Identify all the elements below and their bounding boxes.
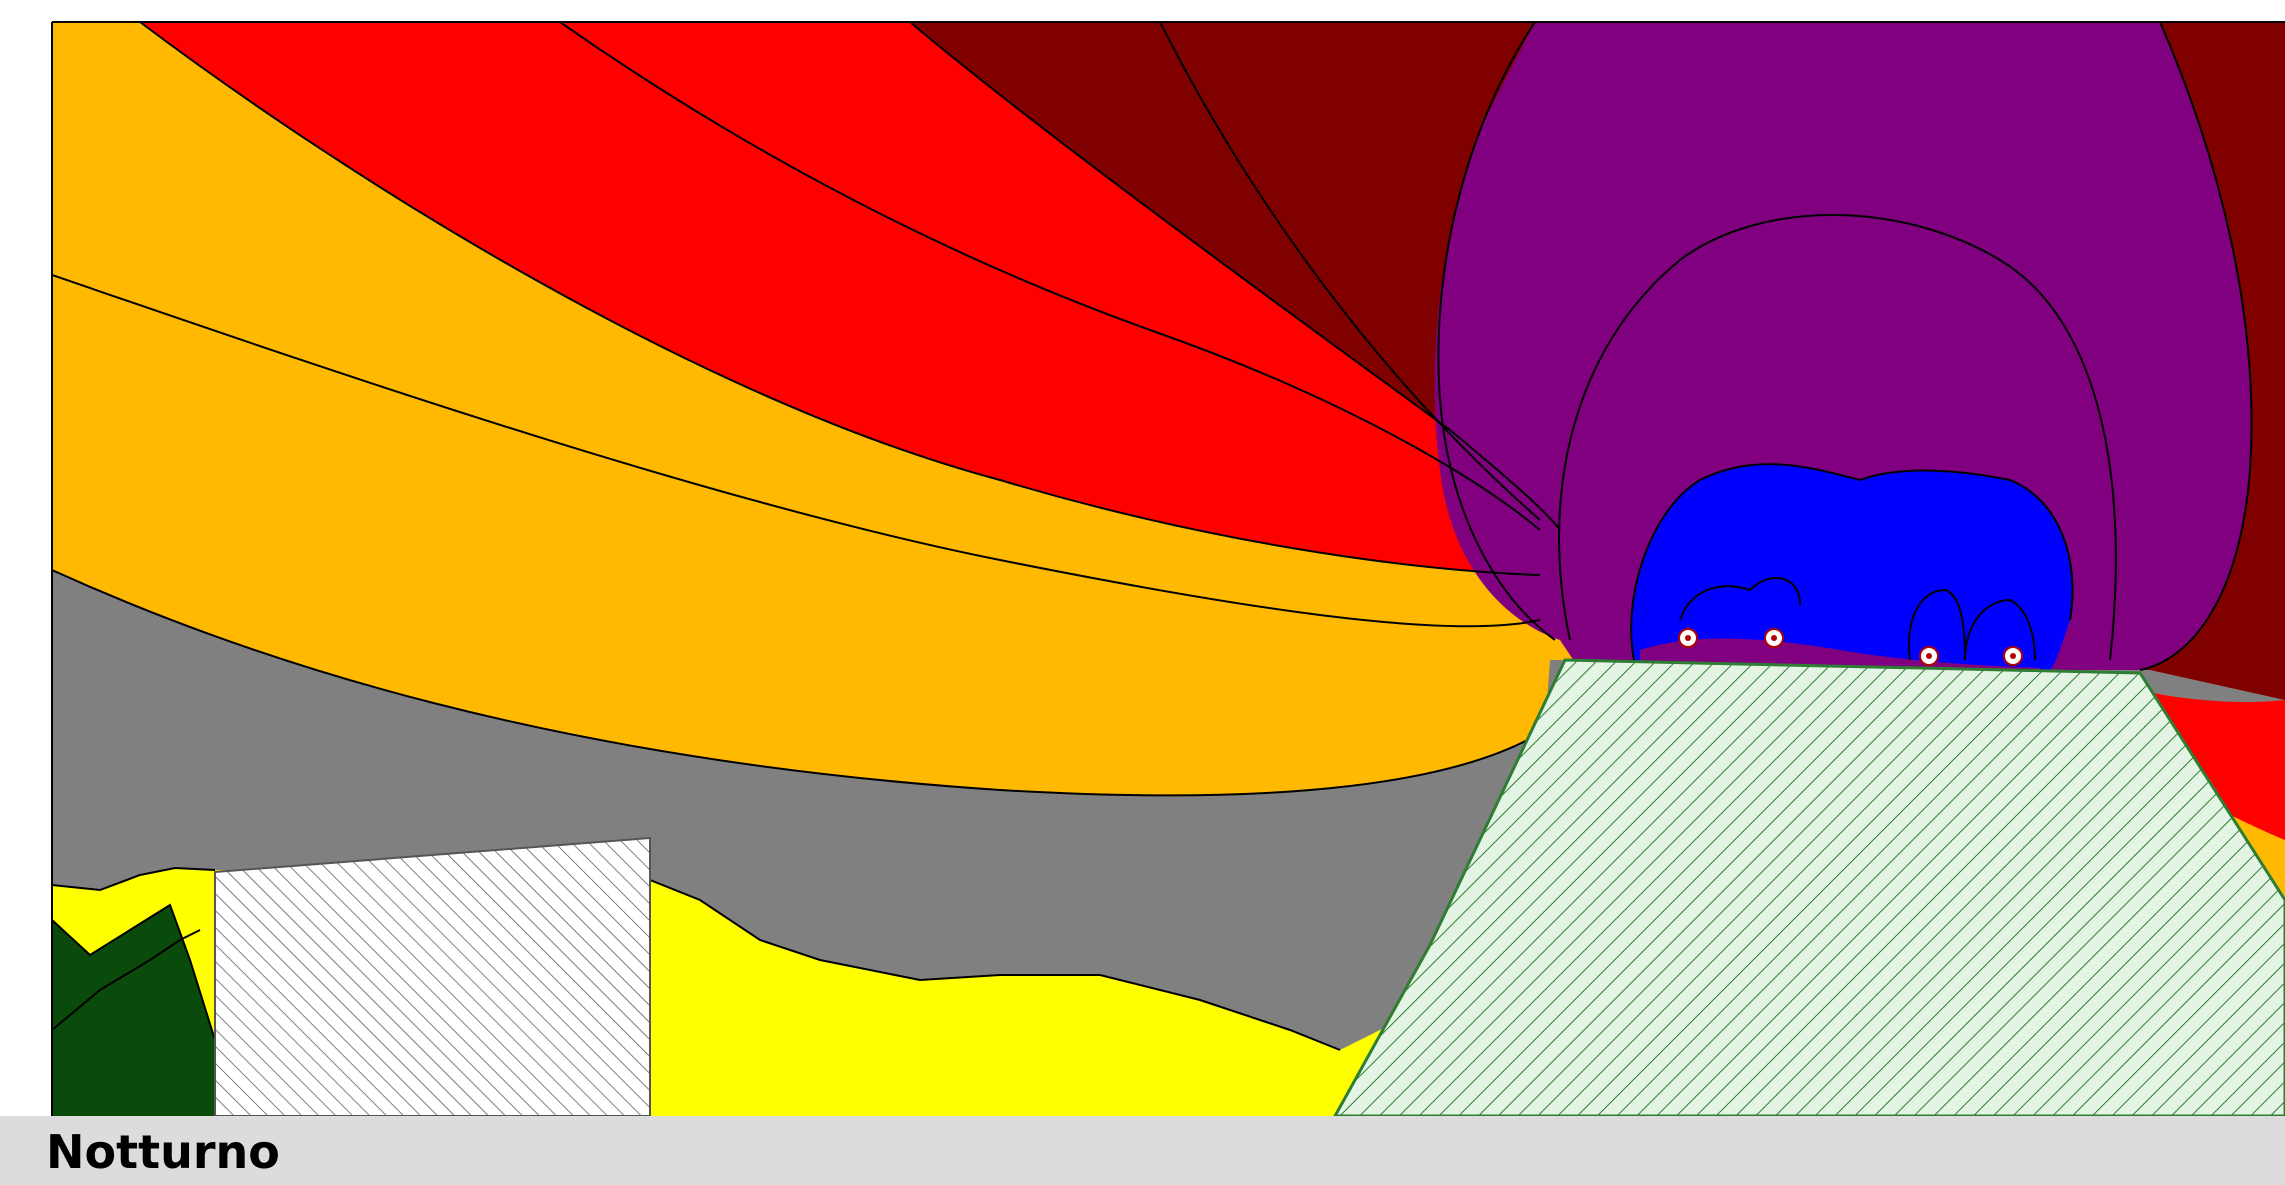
- contour-bands: [52, 22, 2285, 1116]
- contour-line: [649, 879, 1341, 1051]
- contour-line: [1159, 22, 1541, 521]
- contour-line: [52, 929, 201, 1031]
- contour-line: [909, 22, 1561, 531]
- noise-source-marker-dot: [1926, 653, 1932, 659]
- contour-line: [52, 274, 1541, 628]
- embankment-obstacle: [1332, 658, 2285, 1118]
- noise-source-marker-dot: [1685, 635, 1691, 641]
- contour-line: [1908, 588, 1966, 661]
- contour-line: [139, 22, 1541, 576]
- contour-line: [1558, 214, 2117, 661]
- contour-line: [1437, 22, 1556, 641]
- contour-line: [1964, 598, 2036, 661]
- caption-bar: [0, 1116, 2285, 1185]
- building-obstacle: [214, 836, 651, 1117]
- noise-source-marker-dot: [1771, 635, 1777, 641]
- contour-lines: [52, 22, 2253, 1051]
- contour-line: [52, 903, 216, 1041]
- scenario-label: Notturno: [46, 1125, 280, 1179]
- contour-line: [52, 569, 1546, 797]
- noise-source-marker-dot: [2010, 653, 2016, 659]
- contour-line: [1679, 577, 1801, 621]
- contour-line: [1630, 463, 2074, 666]
- contour-line: [52, 866, 216, 892]
- noise-sources: [1678, 628, 2023, 666]
- contour-line: [2139, 22, 2253, 671]
